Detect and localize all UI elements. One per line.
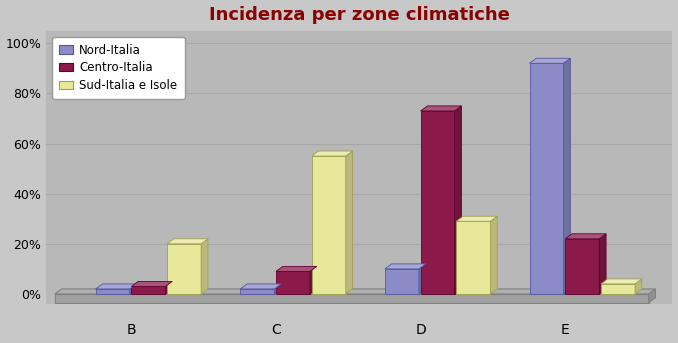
Polygon shape <box>601 279 642 284</box>
Bar <box>385 269 419 294</box>
Polygon shape <box>129 284 136 294</box>
Bar <box>601 284 635 294</box>
Bar <box>167 244 201 294</box>
Polygon shape <box>385 264 426 269</box>
Bar <box>312 156 346 294</box>
Polygon shape <box>456 216 497 221</box>
Polygon shape <box>419 264 426 294</box>
Polygon shape <box>563 58 570 294</box>
Polygon shape <box>420 106 462 111</box>
Polygon shape <box>565 234 606 239</box>
Polygon shape <box>96 284 136 289</box>
Polygon shape <box>240 284 281 289</box>
Legend: Nord-Italia, Centro-Italia, Sud-Italia e Isole: Nord-Italia, Centro-Italia, Sud-Italia e… <box>52 37 184 99</box>
Bar <box>420 111 455 294</box>
Bar <box>565 239 599 294</box>
Title: Incidenza per zone climatiche: Incidenza per zone climatiche <box>209 5 510 24</box>
Polygon shape <box>275 284 281 294</box>
Bar <box>456 221 490 294</box>
Polygon shape <box>167 239 208 244</box>
Bar <box>132 286 165 294</box>
Polygon shape <box>201 239 208 294</box>
Polygon shape <box>276 267 317 271</box>
Bar <box>96 289 129 294</box>
Polygon shape <box>55 289 656 294</box>
Bar <box>240 289 275 294</box>
Polygon shape <box>132 281 172 286</box>
Polygon shape <box>346 151 353 294</box>
Bar <box>276 271 310 294</box>
Bar <box>55 294 649 303</box>
Polygon shape <box>165 281 172 294</box>
Polygon shape <box>312 151 353 156</box>
Polygon shape <box>455 106 462 294</box>
Polygon shape <box>635 279 642 294</box>
Polygon shape <box>490 216 497 294</box>
Bar <box>530 63 563 294</box>
Polygon shape <box>599 234 606 294</box>
Polygon shape <box>530 58 570 63</box>
Polygon shape <box>310 267 317 294</box>
Polygon shape <box>649 289 656 303</box>
